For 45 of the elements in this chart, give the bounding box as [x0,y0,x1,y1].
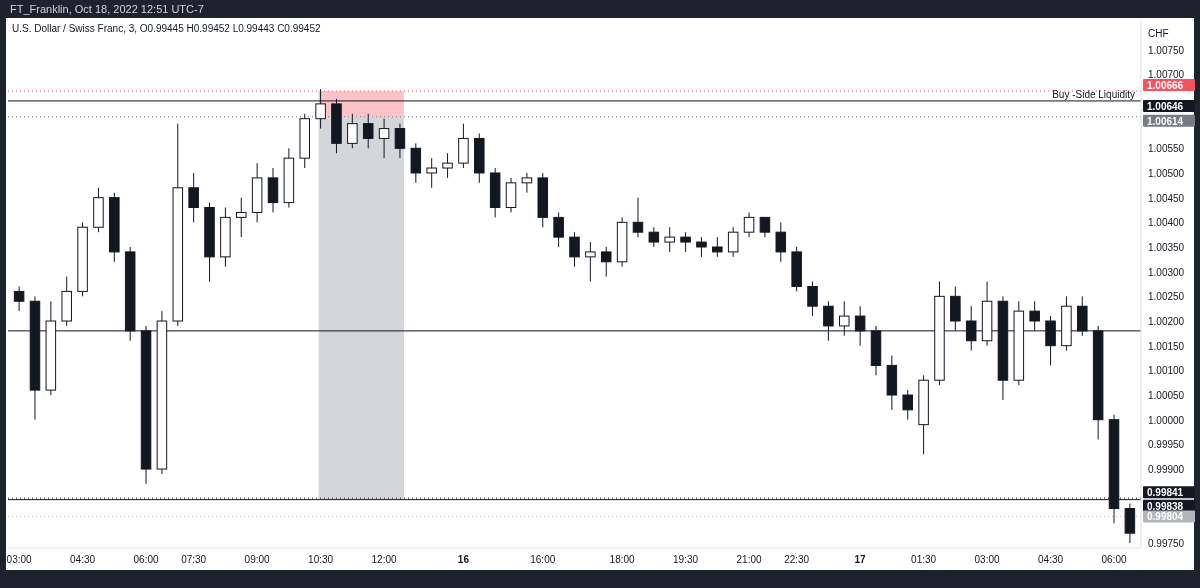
ref-line-label: 0.99838 [1147,500,1184,512]
chart-title: U.S. Dollar / Swiss Franc, 3, O0.99445 H0.99452 L0.99443 C0.99452 [12,23,321,34]
x-tick-label: 21:00 [736,554,762,565]
x-tick-label: 04:30 [70,554,96,565]
x-tick-label: 12:00 [371,554,398,565]
y-tick-label: 0.99750 [1148,538,1185,550]
x-tick-label: 07:30 [181,554,207,565]
x-tick-label: 19:30 [673,554,699,565]
chart-subtitle: FT_Franklin, Oct 18, 2022 12:51 UTC-7 [10,3,204,15]
x-tick-label: 10:30 [308,554,334,565]
y-axis-title: CHF [1148,28,1169,39]
y-tick-label: 1.00750 [1148,44,1185,56]
x-tick-label: 06:00 [1101,554,1127,565]
x-tick-label: 09:00 [244,554,271,565]
y-tick-label: 1.00050 [1148,390,1185,402]
y-tick-label: 1.00000 [1148,414,1185,426]
x-tick-label: 03:00 [974,554,1001,565]
y-tick-label: 1.00350 [1148,241,1185,253]
x-tick-label: 16 [457,554,470,565]
y-tick-label: 1.00400 [1148,217,1185,229]
y-tick-label: 1.00450 [1148,192,1185,204]
ref-line-label: 0.99804 [1147,511,1184,523]
x-tick-label: 06:00 [133,554,159,565]
x-tick-label: 03:00 [6,554,33,565]
ref-line-label: 0.99841 [1147,487,1184,499]
y-tick-label: 1.00550 [1148,143,1185,155]
y-tick-label: 1.00700 [1148,69,1185,81]
x-tick-label: 17 [854,554,867,565]
y-tick-label: 0.99900 [1148,464,1185,476]
y-tick-label: 1.00250 [1148,291,1185,303]
y-tick-label: 0.99950 [1148,439,1185,451]
ref-line-label: 1.00614 [1147,115,1184,127]
x-tick-label: 01:30 [911,554,937,565]
x-tick-label: 18:00 [609,554,636,565]
x-tick-label: 16:00 [530,554,556,565]
ref-line-label: 1.00666 [1147,80,1184,92]
annotation: Buy -Side Liquidity [1052,88,1135,100]
ref-line-label: 1.00646 [1147,100,1184,112]
y-tick-label: 1.00100 [1148,365,1185,377]
x-tick-label: 22:30 [784,554,810,565]
y-tick-label: 1.00300 [1148,266,1185,278]
y-tick-label: 1.00200 [1148,316,1185,328]
y-tick-label: 1.00500 [1148,167,1185,179]
x-tick-label: 04:30 [1038,554,1064,565]
y-tick-label: 1.00150 [1148,340,1185,352]
